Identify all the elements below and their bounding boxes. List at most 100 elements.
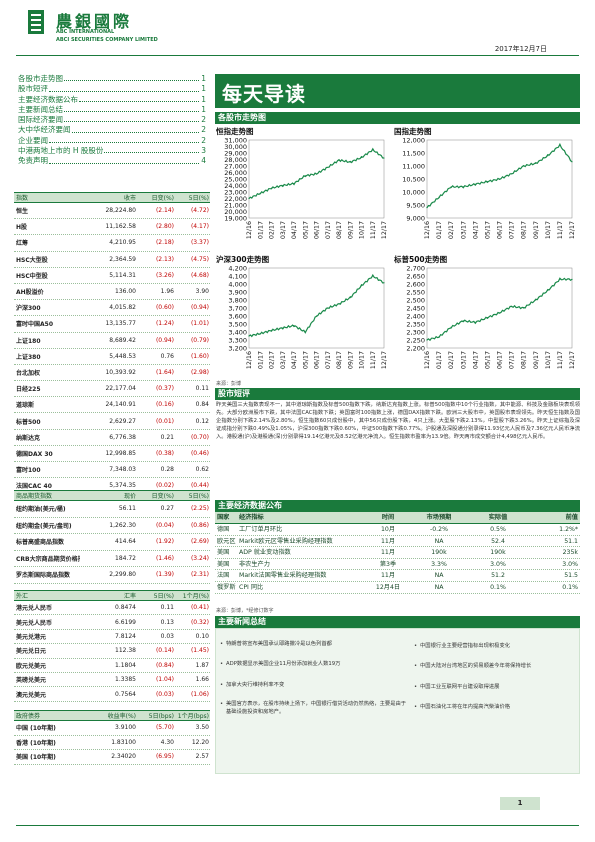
y-tick-label: 2,350 — [406, 321, 425, 329]
column-header: 时间 — [381, 514, 395, 521]
table-cell: CRB大宗商品期货价格指数 — [16, 555, 80, 563]
table-cell: (0.04) — [155, 521, 174, 529]
table-cell: (0.84) — [155, 661, 174, 669]
table-cell: 56.11 — [118, 505, 136, 513]
data-point — [360, 285, 363, 287]
table-cell: 13,135.77 — [105, 320, 136, 328]
news-item: ADP数据显示美国企业11月份添加就业人数19万 — [220, 660, 408, 668]
toc-item[interactable]: 股市短评 1 — [18, 84, 206, 94]
section-bar-market — [215, 388, 580, 400]
plot-frame — [426, 139, 573, 219]
table-cell: (1.64) — [155, 368, 174, 376]
chart-title-csi300: 沪深300走势图 — [216, 255, 270, 264]
y-tick-label: 2,700 — [406, 265, 425, 273]
table-cell: HSC大型股 — [16, 256, 48, 264]
table-row: 纳斯达克 6,776.38 0.21 (0.70) — [14, 430, 210, 446]
toc-item[interactable]: 主要经济数据公布 1 — [18, 95, 206, 105]
y-tick-label: 9,500 — [406, 202, 425, 210]
y-tick-label: 30,000 — [224, 143, 247, 151]
toc-item-page: 1 — [201, 94, 206, 104]
table-cell: 10,393.92 — [105, 368, 136, 376]
table-cell: 标普高盛商品指数 — [16, 539, 65, 547]
table-cell: 0.8474 — [115, 604, 136, 612]
table-row: 中国 (10年期) 3.9100 (5.70) 3.50 — [14, 721, 210, 736]
data-point — [248, 335, 250, 337]
toc-item[interactable]: 中港两地上市的 H 股股份 3 — [18, 146, 206, 156]
news-item: 中国大陆对台湾地区的贸易顺差今年将保持增长 — [414, 662, 575, 670]
table-cell: 7,348.03 — [109, 466, 136, 474]
table-cell: (1.46) — [155, 554, 174, 562]
table-cell: (0.44) — [190, 482, 209, 490]
table-cell: 0.76 — [160, 352, 174, 360]
table-cell: 0.1% — [562, 583, 578, 591]
table-cell: (0.41) — [190, 604, 209, 612]
data-point — [248, 197, 250, 200]
data-point — [510, 173, 513, 175]
table-cell: 190k — [490, 549, 506, 557]
table-row: 美国 (10年期) 2.34020 (6.95) 2.57 — [14, 750, 210, 765]
table-cell: 法国 — [217, 572, 230, 580]
news-item: 中国工业互联网平台建设取得进展 — [414, 683, 575, 691]
toc-item-page: 2 — [201, 125, 206, 135]
plot-frame — [248, 267, 385, 349]
table-cell: 22,177.04 — [105, 385, 136, 393]
toc-item[interactable]: 主要新闻总结 1 — [18, 105, 206, 115]
plot-frame — [248, 139, 385, 219]
data-point — [282, 184, 284, 187]
toc-item[interactable]: 大中华经济要闻 2 — [18, 125, 206, 135]
toc-item[interactable]: 企业要闻 2 — [18, 136, 206, 146]
x-tick-label: 11/17 — [370, 221, 377, 239]
table-cell: 3.90 — [195, 288, 209, 296]
toc-item[interactable]: 各股市走势图 1 — [18, 74, 206, 84]
x-tick-label: 02/17 — [269, 221, 276, 239]
data-point — [498, 178, 501, 180]
toc-item[interactable]: 国际经济要闻 2 — [18, 115, 206, 125]
table-cell: 52.4 — [491, 537, 505, 545]
x-tick-label: 01/17 — [436, 351, 443, 369]
column-header: 前值 — [565, 514, 578, 521]
column-header: 商品期货指数 — [16, 493, 53, 500]
y-tick-label: 2,450 — [406, 305, 425, 313]
table-cell: 11,162.58 — [105, 223, 136, 231]
table-cell: 12.20 — [191, 738, 209, 746]
x-tick-label: 12/16 — [424, 351, 431, 369]
table-cell: NA — [434, 537, 444, 545]
table-cell: 美国 — [217, 549, 230, 557]
report-date: 2017年12月7日 — [494, 45, 547, 53]
table-cell: 8,689.42 — [109, 336, 136, 344]
table-cell: 工厂订单月环比 — [239, 526, 283, 533]
table-cell: 0.11 — [160, 604, 174, 612]
chart-source: 来源：彭博 — [216, 381, 242, 387]
data-point — [327, 166, 329, 168]
table-cell: 0.7564 — [115, 690, 136, 698]
table-row: 欧元区 Markit欧元区零售业采购经理指数 11月 NA 52.4 51.1 — [215, 536, 580, 548]
toc-item[interactable]: 免责声明 4 — [18, 156, 206, 166]
table-cell: 1.83100 — [111, 738, 136, 746]
table-cell: (0.38) — [155, 449, 174, 457]
table-cell: 0.21 — [160, 433, 174, 441]
x-tick-label: 10/17 — [545, 351, 552, 369]
table-cell: 1.3385 — [115, 676, 136, 684]
toc-leader — [49, 156, 199, 164]
table-cell: 1.66 — [195, 676, 209, 684]
column-header: 现价 — [123, 493, 136, 500]
column-header: 政府债券 — [16, 713, 41, 720]
table-cell: 2,364.59 — [109, 255, 136, 263]
y-tick-label: 22,000 — [224, 195, 247, 203]
y-tick-label: 2,400 — [406, 313, 425, 321]
x-tick-label: 07/17 — [509, 221, 516, 239]
header-divider — [16, 55, 579, 56]
table-cell: 标普500 — [16, 418, 41, 426]
table-cell: 5,448.53 — [109, 352, 136, 360]
column-header: 5日(bps) — [148, 713, 174, 720]
toc-item-title: 免责声明 — [18, 156, 48, 166]
chart-csi300: 3,2003,3003,4003,5003,6003,7003,8003,900… — [228, 265, 388, 370]
table-row: 美国 ADP 就业变动指数 11月 190k 190k 235k — [215, 547, 580, 559]
table-cell: (1.60) — [190, 352, 209, 360]
table-cell: (0.70) — [190, 433, 209, 441]
x-tick-label: 01/17 — [257, 221, 264, 239]
table-cell: (1.04) — [155, 676, 174, 684]
y-tick-label: 25,000 — [224, 176, 247, 184]
brand-company-name: ABCI SECURITIES COMPANY LIMITED — [56, 37, 158, 43]
table-row: 恒生 28,224.80 (2.14) (4.72) — [14, 203, 210, 220]
